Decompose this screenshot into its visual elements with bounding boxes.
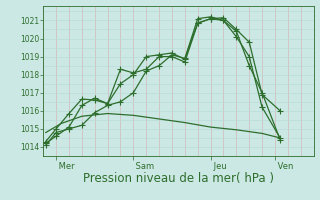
X-axis label: Pression niveau de la mer( hPa ): Pression niveau de la mer( hPa ): [83, 172, 274, 185]
